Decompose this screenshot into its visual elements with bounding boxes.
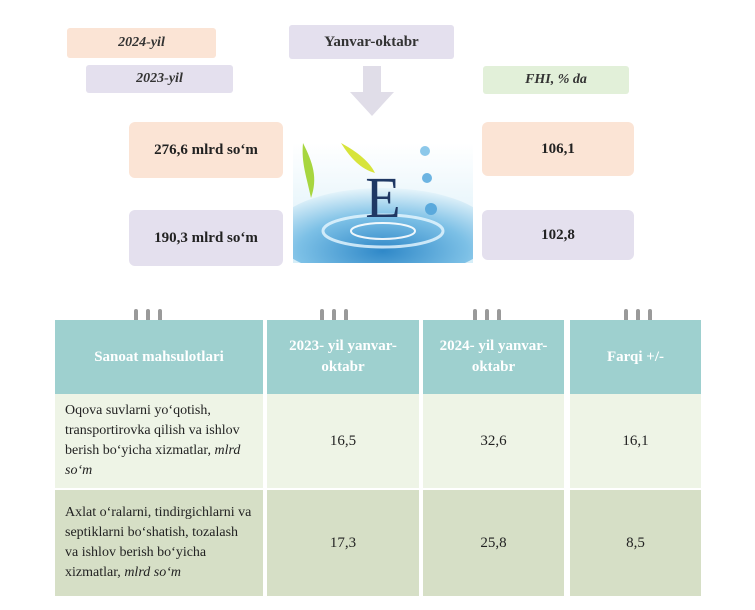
- period-title: Yanvar-oktabr: [289, 25, 454, 59]
- table-cell-2023: 17,3: [267, 490, 419, 596]
- table-row-name: Axlat o‘ralarni, tindirgichlarni va sept…: [55, 490, 263, 596]
- water-drop-image: E: [293, 143, 473, 263]
- index-2023: 102,8: [482, 210, 634, 260]
- water-splash-icon: [293, 143, 473, 263]
- binder-rings: [134, 309, 162, 329]
- binder-rings: [320, 309, 348, 329]
- table-cell-2024: 32,6: [423, 394, 564, 488]
- header-diff: Farqi +/-: [570, 320, 701, 394]
- binder-rings: [473, 309, 501, 329]
- table-cell-2023: 16,5: [267, 394, 419, 488]
- value-2024: 276,6 mlrd so‘m: [129, 122, 283, 178]
- header-2023: 2023- yil yanvar-oktabr: [267, 320, 419, 394]
- header-product: Sanoat mahsulotlari: [55, 320, 263, 394]
- binder-rings: [624, 309, 652, 329]
- header-2024: 2024- yil yanvar-oktabr: [423, 320, 564, 394]
- down-arrow-icon: [350, 66, 394, 116]
- label-2024: 2024-yil: [67, 28, 216, 58]
- value-2023: 190,3 mlrd so‘m: [129, 210, 283, 266]
- index-2024: 106,1: [482, 122, 634, 176]
- emblem-letter: E: [365, 164, 401, 230]
- label-2023: 2023-yil: [86, 65, 233, 93]
- table-cell-diff: 16,1: [570, 394, 701, 488]
- table-cell-diff: 8,5: [570, 490, 701, 596]
- table-row-name: Oqova suvlarni yo‘qotish, transportirovk…: [55, 394, 263, 488]
- fhi-label: FHI, % da: [483, 66, 629, 94]
- table-cell-2024: 25,8: [423, 490, 564, 596]
